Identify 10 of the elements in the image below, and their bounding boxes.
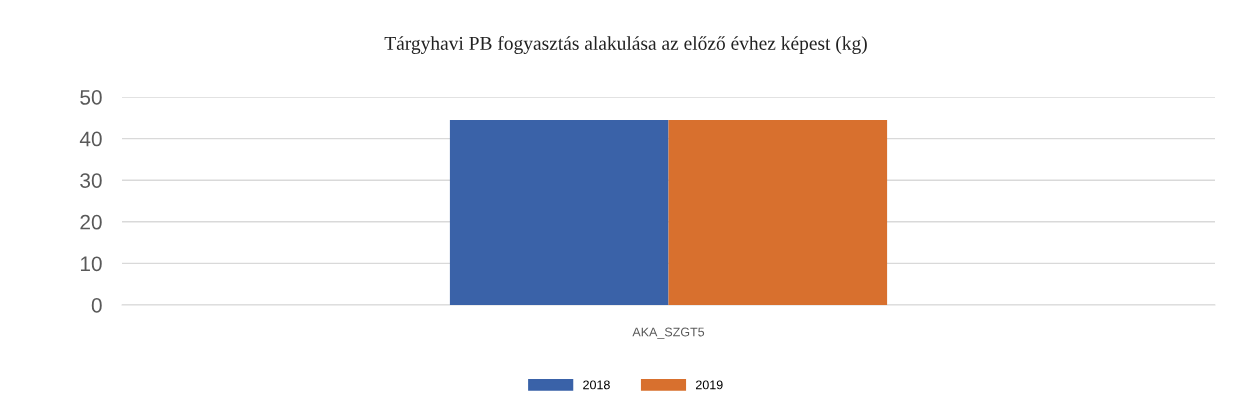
y-tick-label: 30 xyxy=(80,173,102,188)
y-tick-label: 50 xyxy=(80,90,102,105)
y-tick-label: 20 xyxy=(80,214,102,230)
y-tick-label: 0 xyxy=(91,298,102,313)
legend-label: 2018 xyxy=(583,380,610,390)
y-tick-label: 10 xyxy=(80,256,102,272)
legend-label: 2019 xyxy=(696,380,723,390)
x-tick-label: AKA_SZGT5 xyxy=(632,327,705,339)
y-tick-label: 40 xyxy=(79,131,102,147)
chart-title: Tárgyhavi PB fogyasztás alakulása az előző évhez képest (kg) xyxy=(384,36,867,54)
